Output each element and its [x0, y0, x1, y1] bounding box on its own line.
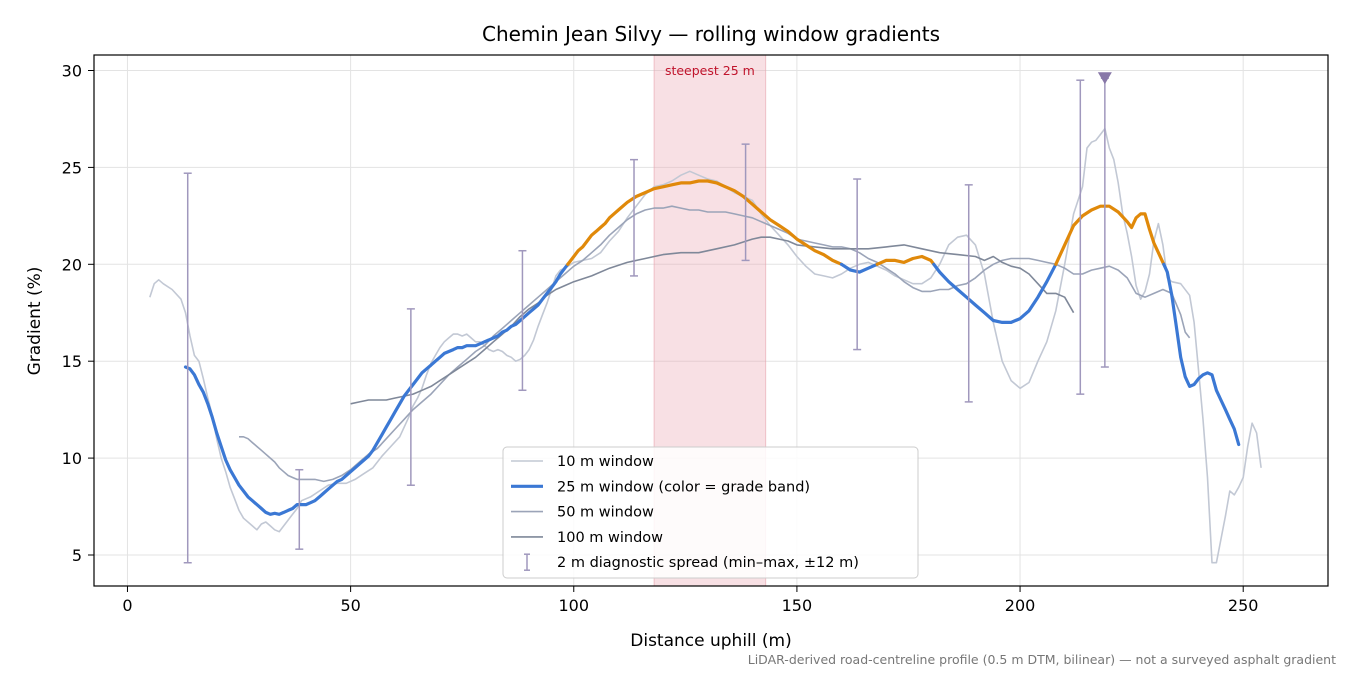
- x-axis-ticks: 0 50 100 150 200 250: [122, 586, 1258, 615]
- chart-title: Chemin Jean Silvy — rolling window gradi…: [482, 22, 940, 46]
- y-tick-label: 5: [72, 546, 82, 565]
- x-tick-label: 0: [122, 596, 132, 615]
- y-tick-label: 20: [62, 255, 82, 274]
- legend-label: 10 m window: [557, 454, 654, 470]
- series-layer: [149, 127, 1262, 564]
- legend-label: 100 m window: [557, 530, 663, 546]
- y-axis-ticks: 5 10 15 20 25 30: [62, 62, 94, 565]
- series-10m-line: [149, 127, 1262, 564]
- y-tick-label: 15: [62, 352, 82, 371]
- x-tick-label: 100: [558, 596, 589, 615]
- x-tick-label: 150: [782, 596, 813, 615]
- steepest-band-label: steepest 25 m: [665, 63, 755, 78]
- footnote: LiDAR-derived road-centreline profile (0…: [748, 652, 1336, 667]
- plot-frame: [93, 54, 1329, 587]
- y-axis-label: Gradient (%): [25, 267, 45, 376]
- x-axis-label: Distance uphill (m): [630, 631, 791, 651]
- legend: 10 m window 25 m window (color = grade ba…: [502, 446, 919, 579]
- legend-box: [502, 446, 919, 579]
- peak-marker-layer: [1097, 72, 1112, 85]
- peak-triangle-marker: [1097, 72, 1112, 85]
- y-tick-label: 30: [62, 62, 82, 81]
- y-tick-label: 10: [62, 449, 82, 468]
- series-25m-segment: [839, 262, 879, 274]
- x-tick-label: 200: [1005, 596, 1036, 615]
- y-tick-label: 25: [62, 158, 82, 177]
- grid-lines: [94, 55, 1328, 586]
- x-tick-label: 250: [1228, 596, 1259, 615]
- series-25m-segment-steep: [566, 179, 844, 266]
- legend-label: 2 m diagnostic spread (min–max, ±12 m): [557, 555, 859, 571]
- legend-label: 50 m window: [557, 505, 654, 521]
- series-25m-segment: [932, 262, 1058, 324]
- series-25m-segment-steep: [875, 254, 936, 266]
- legend-label: 25 m window (color = grade band): [557, 479, 810, 495]
- series-100m-line: [350, 236, 1075, 405]
- x-tick-label: 50: [340, 596, 360, 615]
- series-25m-segment: [183, 262, 570, 516]
- series-25m-segment: [1162, 262, 1241, 447]
